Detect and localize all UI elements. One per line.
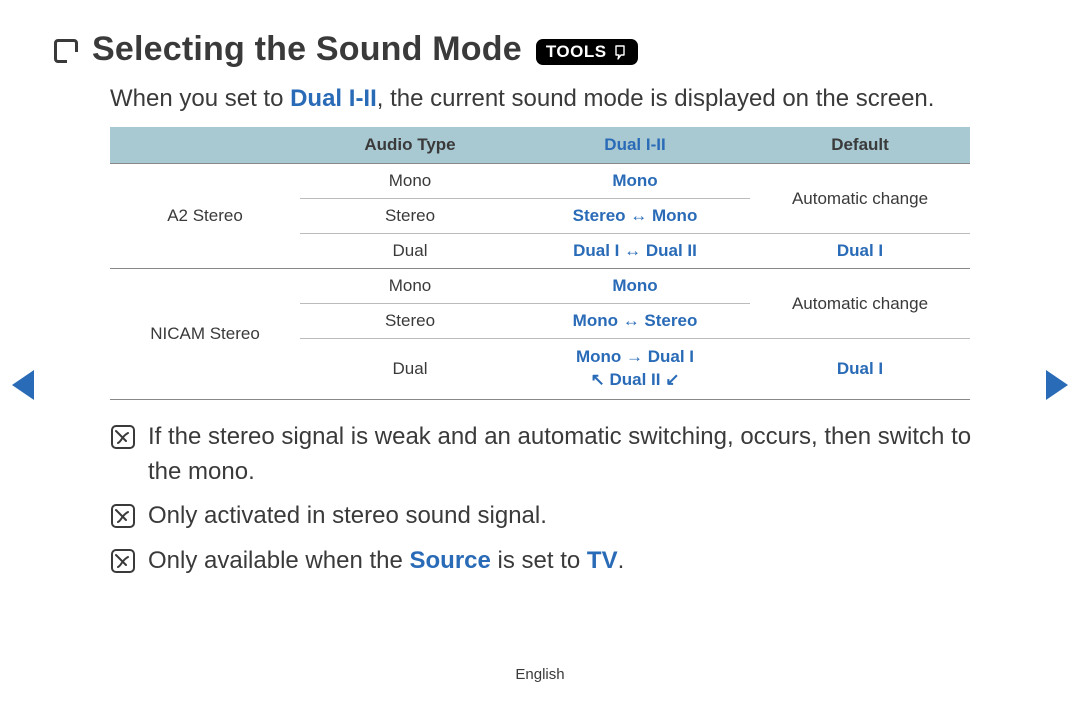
prev-page-button[interactable] bbox=[12, 370, 34, 400]
note-item: If the stereo signal is weak and an auto… bbox=[110, 420, 1010, 490]
cell-audio: Stereo bbox=[300, 199, 520, 234]
note3-suffix: . bbox=[618, 547, 625, 574]
table-row: NICAM Stereo Mono Mono Automatic change bbox=[110, 269, 970, 304]
cell-default: Dual I bbox=[750, 234, 970, 269]
intro-highlight: Dual I-II bbox=[290, 85, 377, 112]
section-marker-icon bbox=[54, 39, 78, 63]
note-icon bbox=[110, 503, 136, 534]
cell-dual-line1: Mono → Dual I bbox=[576, 347, 694, 366]
next-page-button[interactable] bbox=[1046, 370, 1068, 400]
title-row: Selecting the Sound Mode TOOLS bbox=[54, 30, 1020, 69]
group-nicam-label: NICAM Stereo bbox=[110, 269, 300, 400]
th-audio-type: Audio Type bbox=[300, 127, 520, 164]
cell-dual: Dual I ↔ Dual II bbox=[520, 234, 750, 269]
cell-audio: Stereo bbox=[300, 304, 520, 339]
th-default: Default bbox=[750, 127, 970, 164]
cell-default-auto: Automatic change bbox=[750, 269, 970, 339]
note3-mid: is set to bbox=[491, 547, 587, 574]
manual-page: Selecting the Sound Mode TOOLS When you … bbox=[0, 0, 1080, 705]
note-text: If the stereo signal is weak and an auto… bbox=[148, 420, 1010, 490]
note-item: Only activated in stereo sound signal. bbox=[110, 499, 1010, 534]
tools-icon bbox=[612, 44, 628, 60]
table-header-row: Audio Type Dual I-II Default bbox=[110, 127, 970, 164]
group-a2-label: A2 Stereo bbox=[110, 164, 300, 269]
sound-mode-table: Audio Type Dual I-II Default A2 Stereo M… bbox=[110, 127, 970, 400]
cell-dual: Mono ↔ Stereo bbox=[520, 304, 750, 339]
note3-hl-tv: TV bbox=[587, 547, 618, 574]
footer-language: English bbox=[0, 666, 1080, 683]
cell-dual: Mono bbox=[520, 269, 750, 304]
cell-audio: Mono bbox=[300, 164, 520, 199]
note-icon bbox=[110, 424, 136, 490]
note-text: Only available when the Source is set to… bbox=[148, 544, 624, 579]
note3-prefix: Only available when the bbox=[148, 547, 410, 574]
cell-dual: Mono bbox=[520, 164, 750, 199]
cell-dual-line2: ↖ Dual II ↙ bbox=[591, 370, 680, 389]
table-row: A2 Stereo Mono Mono Automatic change bbox=[110, 164, 970, 199]
tools-badge-label: TOOLS bbox=[546, 42, 607, 62]
intro-paragraph: When you set to Dual I-II, the current s… bbox=[110, 85, 1020, 113]
th-dual: Dual I-II bbox=[520, 127, 750, 164]
page-title: Selecting the Sound Mode bbox=[92, 30, 522, 69]
note-icon bbox=[110, 548, 136, 579]
chevron-right-icon bbox=[1046, 370, 1068, 400]
cell-dual-multi: Mono → Dual I ↖ Dual II ↙ bbox=[520, 339, 750, 400]
cell-default: Dual I bbox=[750, 339, 970, 400]
intro-suffix: , the current sound mode is displayed on… bbox=[377, 85, 935, 112]
intro-prefix: When you set to bbox=[110, 85, 290, 112]
notes-list: If the stereo signal is weak and an auto… bbox=[110, 420, 1010, 579]
tools-badge: TOOLS bbox=[536, 39, 638, 65]
note-item: Only available when the Source is set to… bbox=[110, 544, 1010, 579]
cell-default-auto: Automatic change bbox=[750, 164, 970, 234]
chevron-left-icon bbox=[12, 370, 34, 400]
th-blank bbox=[110, 127, 300, 164]
cell-audio: Dual bbox=[300, 339, 520, 400]
note3-hl-source: Source bbox=[410, 547, 491, 574]
cell-audio: Mono bbox=[300, 269, 520, 304]
cell-audio: Dual bbox=[300, 234, 520, 269]
note-text: Only activated in stereo sound signal. bbox=[148, 499, 547, 534]
cell-dual: Stereo ↔ Mono bbox=[520, 199, 750, 234]
